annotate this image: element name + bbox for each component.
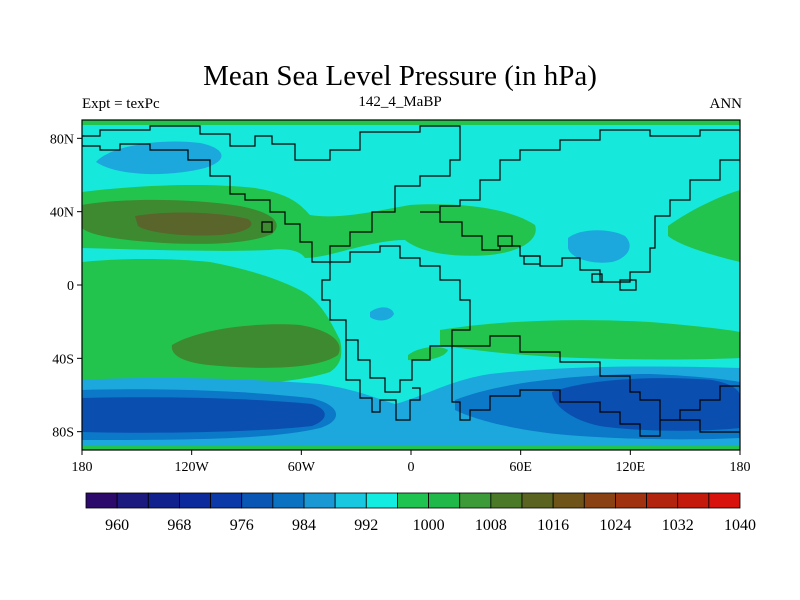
colorbar-swatch [272,492,305,509]
colorbar-swatch [241,492,274,509]
colorbar-label: 1040 [724,517,756,534]
colorbar-swatch [552,492,585,509]
colorbar-label: 1000 [413,517,445,534]
season-label: ANN [709,96,743,112]
colorbar-label: 992 [354,517,378,534]
colorbar-swatch [210,492,243,509]
lon-tick-label: 180 [72,460,93,475]
field-olive-south-high [171,324,340,368]
field-darkblue-south-east [552,378,740,431]
colorbar-label: 984 [292,517,316,534]
colorbar-label: 1024 [599,517,631,534]
colorbar-label: 1032 [662,517,694,534]
field-green-north-strip [82,120,740,125]
field-olive-north-core [135,212,252,236]
colorbar-swatch [428,492,461,509]
colorbar-label: 1008 [475,517,507,534]
colorbar-swatch [583,492,616,509]
field-blue-asia-low [568,230,630,263]
lon-tick-label: 60E [509,460,532,475]
coastline-north-america [82,125,461,263]
colorbar-label: 1016 [537,517,569,534]
colorbar-swatch [677,492,710,509]
pressure-field [82,120,740,450]
field-green-patch-south-atlantic [408,347,448,361]
lat-tick-label: 40N [50,206,74,221]
colorbar-swatch [365,492,398,509]
field-blue-north-west [96,141,222,175]
field-green-indian-band [440,320,740,360]
experiment-label: Expt = texPc [82,96,160,112]
coastline-island-3 [619,279,637,291]
coastline-island-4 [523,255,541,265]
colorbar-label: 968 [167,517,191,534]
colorbar-swatch [459,492,492,509]
coastline-antarctica-australia [451,335,740,437]
colorbar-swatch [179,492,211,509]
colorbar-swatch [490,492,523,509]
map-title: Mean Sea Level Pressure (in hPa) [203,60,597,92]
colorbar-swatch [615,492,647,509]
lon-tick-label: 0 [408,460,415,475]
colorbar-swatch [521,492,554,509]
coastlines [82,125,740,437]
colorbar-swatch [397,492,429,509]
coastline-south-america [345,340,421,421]
field-green-south-strip [82,446,740,450]
longitude-axis: 180 120W 60W 0 60E 120E 180 [72,450,751,475]
lon-tick-label: 180 [730,460,751,475]
field-green-north-east [668,190,740,262]
lon-tick-label: 60W [288,460,316,475]
lon-tick-label: 120E [616,460,646,475]
colorbar-label: 960 [105,517,129,534]
latitude-axis: 80N 40N 0 40S 80S [50,132,82,441]
lat-tick-label: 0 [67,279,74,294]
colorbar-label: 976 [230,517,254,534]
lat-tick-label: 40S [52,352,74,367]
colorbar-swatch [85,492,118,509]
lon-tick-label: 120W [175,460,210,475]
coastline-gondwana-west [321,245,471,393]
time-label: 142_4_MaBP [358,94,442,110]
field-darkblue-south-west [82,397,325,433]
lat-tick-label: 80S [52,426,74,441]
coastline-island-2 [591,273,603,283]
colorbar: 960 968 976 984 992 1000 1008 1016 1024 1032 1040 [85,492,756,534]
lat-tick-label: 80N [50,132,74,147]
colorbar-swatch [646,492,679,509]
colorbar-swatch [116,492,149,509]
colorbar-swatch [303,492,336,509]
colorbar-swatch [334,492,367,509]
colorbar-swatch [708,492,741,509]
field-blue-atlantic-patch [370,307,394,321]
coastline-island-5 [261,221,273,233]
coastline-island-1 [497,235,513,247]
colorbar-swatch [147,492,180,509]
